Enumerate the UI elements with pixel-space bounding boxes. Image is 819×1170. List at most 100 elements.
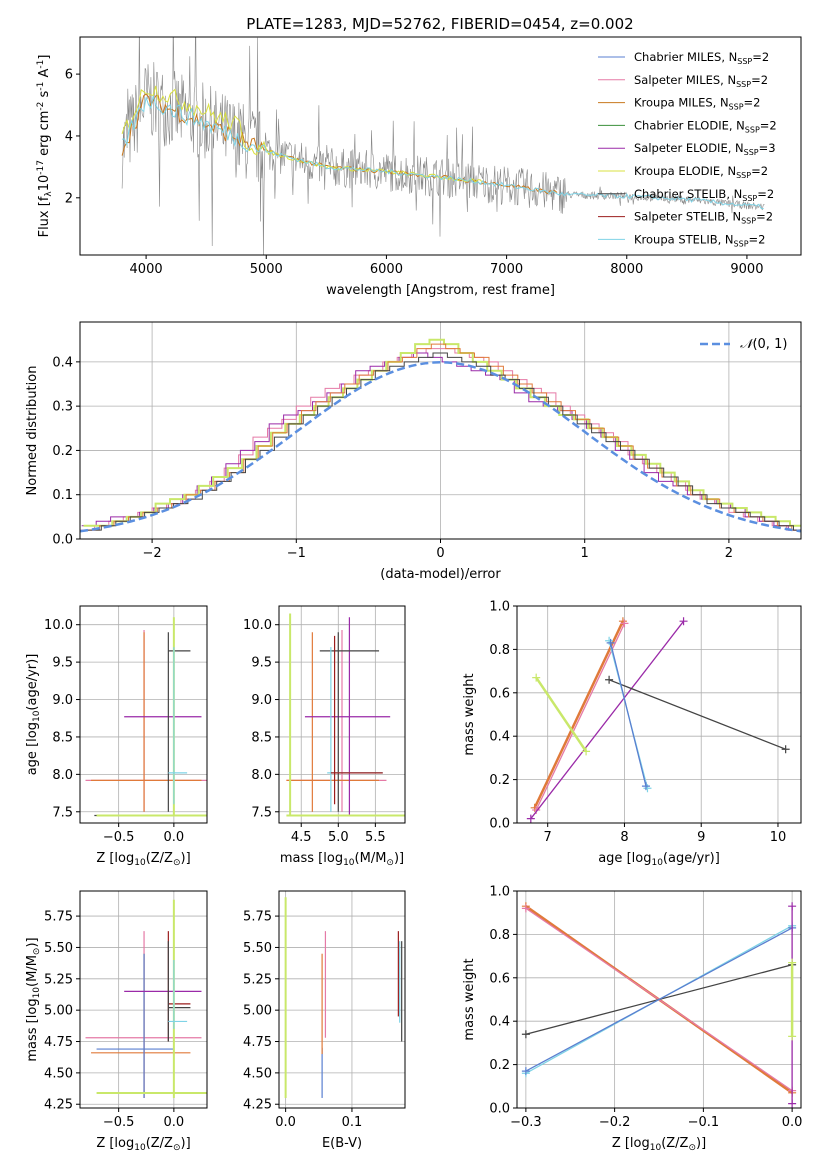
x-tick-label: −0.5: [103, 1115, 135, 1130]
gaussian-line: [80, 361, 801, 533]
legend-entry: Kroupa STELIB, NSSP=2: [634, 232, 765, 248]
x-tick-label: 0.1: [342, 1115, 363, 1130]
y-tick-label: 1.0: [489, 885, 510, 900]
y-tick-label: 7.5: [251, 805, 272, 820]
x-axis-label: Z [log10​(Z/Z⊙​)]: [96, 851, 190, 868]
panel-weight-vs-age: 7 8 9 10 0.0 0.2 0.4 0.6 0.8 1.0 age [log10​(age/y…: [462, 600, 802, 868]
x-tick-label: −1: [287, 546, 306, 561]
series-point: [788, 902, 797, 911]
series-line: [609, 642, 647, 787]
plot-area: [85, 617, 207, 817]
series-line: [530, 620, 685, 820]
histogram-line: [81, 352, 801, 531]
series-point: [521, 1067, 530, 1076]
axes-frame: [516, 890, 802, 1109]
y-tick-label: 10.0: [44, 618, 73, 633]
legend-entry: Salpeter ELODIE, NSSP=3: [634, 141, 776, 157]
y-axis-label: Flux [fλ​10-17​ erg cm-2​ s-1​ A-1​]: [36, 55, 54, 238]
y-tick-label: 5.00: [44, 1004, 73, 1019]
y-tick-label: 0.4: [489, 730, 510, 745]
series-point: [620, 619, 629, 628]
x-tick-label: −0.3: [510, 1115, 542, 1130]
plot-area: [121, 37, 765, 255]
panels: 4000 5000 6000 7000 8000 9000 2 4 6 wavelength [A…: [25, 36, 802, 1154]
legend-entry: 𝒩(0, 1): [740, 337, 787, 352]
y-axis-label: mass weight: [462, 673, 477, 755]
x-axis-label: wavelength [Angstrom, rest frame]: [326, 283, 555, 298]
plot-area: [286, 613, 405, 817]
y-tick-label: 0.0: [489, 817, 510, 832]
y-tick-label: 0.0: [489, 1102, 510, 1117]
y-tick-label: 8.5: [52, 730, 73, 745]
x-tick-label: 9000: [730, 262, 763, 277]
plot-area: [80, 338, 801, 533]
y-tick-label: 4: [65, 129, 73, 144]
axes-frame: [79, 36, 802, 256]
plot-area: [526, 617, 790, 823]
y-axis-label: Normed distribution: [25, 366, 40, 496]
y-axis-label: mass [log10​(M/M⊙​)]: [25, 937, 42, 1061]
series-point: [641, 782, 650, 791]
x-tick-label: 7000: [490, 262, 523, 277]
x-tick-label: 7: [544, 830, 552, 845]
y-tick-label: 9.0: [52, 693, 73, 708]
legend-entry: Chabrier ELODIE, NSSP=2: [634, 118, 777, 134]
spectrum-model-line: [122, 95, 764, 210]
panel-age-vs-Z: −0.5 0.0 7.5 8.0 8.5 9.0 9.5 10.0 Z [log10​(Z/Z⊙…: [25, 605, 208, 868]
series-line: [535, 676, 588, 753]
x-tick-label: 5000: [250, 262, 283, 277]
series-point: [605, 675, 614, 684]
series-line: [535, 623, 626, 811]
axes-frame: [278, 605, 406, 824]
axes-frame: [79, 605, 208, 824]
y-tick-label: 4.50: [243, 1066, 272, 1081]
y-tick-label: 10.0: [243, 618, 272, 633]
x-tick-label: −0.5: [103, 830, 135, 845]
series-point: [521, 904, 530, 913]
y-axis-label: mass weight: [462, 958, 477, 1040]
y-tick-label: 5.25: [243, 972, 272, 987]
x-tick-label: 0.0: [275, 1115, 296, 1130]
y-tick-label: 0.6: [489, 686, 510, 701]
plot-area: [284, 897, 403, 1098]
series-point: [788, 958, 797, 967]
y-tick-label: 2: [65, 191, 73, 206]
x-tick-label: 0.0: [782, 1115, 803, 1130]
panel-mass-vs-Z: −0.5 0.0 4.25 4.50 4.75 5.00 5.25 5.50 5.75 Z [lo…: [25, 890, 208, 1153]
y-tick-label: 4.50: [44, 1066, 73, 1081]
spectrum-model-line: [121, 85, 483, 183]
x-tick-label: 4000: [130, 262, 163, 277]
x-axis-label: Z [log10​(Z/Z⊙​)]: [96, 1136, 190, 1153]
x-tick-label: 8: [620, 830, 628, 845]
y-tick-label: 8.0: [52, 768, 73, 783]
legend-entry: Chabrier STELIB, NSSP=2: [634, 187, 774, 203]
series-line: [533, 620, 625, 809]
y-tick-label: 1.0: [489, 600, 510, 615]
y-axis-label: age [log10​(age/yr)]: [25, 654, 42, 776]
legend-entry: Salpeter MILES, NSSP=2: [634, 73, 768, 89]
panel-age-vs-mass: 4.5 5.0 5.5 7.5 8.0 8.5 9.0 9.5 10.0 mass [log10​…: [243, 605, 406, 868]
x-tick-label: 1: [581, 546, 589, 561]
y-tick-label: 0.0: [52, 533, 73, 548]
x-tick-label: 0.0: [164, 830, 185, 845]
y-tick-label: 0.2: [52, 444, 73, 459]
y-tick-label: 0.8: [489, 643, 510, 658]
legend-entry: Chabrier MILES, NSSP=2: [634, 50, 769, 66]
y-tick-label: 5.50: [243, 941, 272, 956]
y-tick-label: 9.5: [52, 656, 73, 671]
x-tick-label: 0.0: [164, 1115, 185, 1130]
y-tick-label: 0.2: [489, 773, 510, 788]
series-point: [643, 784, 652, 793]
y-tick-label: 0.3: [52, 400, 73, 415]
plot-area: [85, 899, 207, 1098]
figure-title: PLATE=1283, MJD=52762, FIBERID=0454, z=0…: [246, 15, 633, 33]
y-tick-label: 9.0: [251, 693, 272, 708]
x-axis-label: (data-model)/error: [380, 567, 501, 582]
panel-weight-vs-Z: −0.3 −0.2 −0.1 0.0 0.0 0.2 0.4 0.6 0.8 1.0 Z [log1…: [462, 885, 802, 1154]
series-point: [582, 747, 591, 756]
axes-frame: [516, 605, 802, 824]
plot-area: [521, 902, 797, 1108]
y-tick-label: 5.50: [44, 941, 73, 956]
series-point: [788, 1099, 797, 1108]
